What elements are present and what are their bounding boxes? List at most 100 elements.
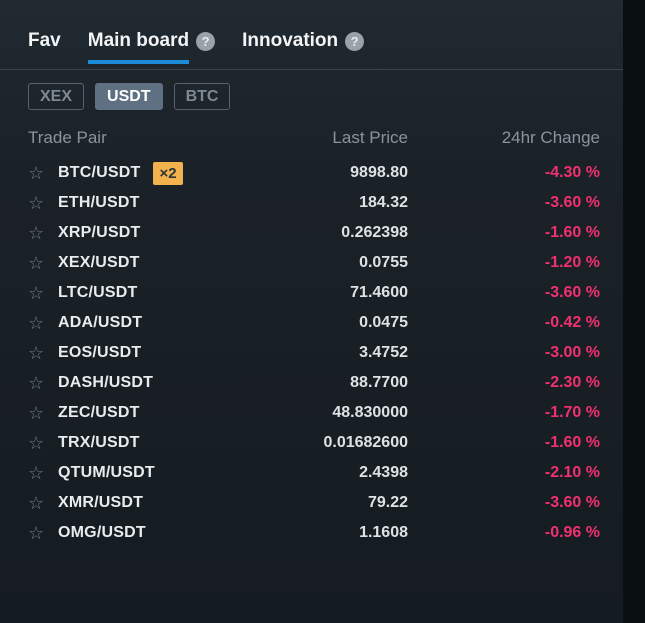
pair-name: TRX/USDT <box>58 434 140 451</box>
last-price-value: 0.01682600 <box>323 434 408 451</box>
pair-name: DASH/USDT <box>58 374 154 391</box>
help-icon[interactable]: ? <box>196 32 216 51</box>
pair-cell: XRP/USDT <box>58 224 258 242</box>
table-row-ltc-usdt[interactable]: ☆ LTC/USDT 71.4600 -3.60 % <box>0 278 623 308</box>
last-price-value: 0.262398 <box>341 224 408 241</box>
favorite-star-icon[interactable]: ☆ <box>28 403 45 423</box>
favorite-star-icon[interactable]: ☆ <box>28 283 45 303</box>
favorite-star-icon[interactable]: ☆ <box>28 373 45 393</box>
table-row-ada-usdt[interactable]: ☆ ADA/USDT 0.0475 -0.42 % <box>0 308 623 338</box>
market-panel: Fav Main board? Innovation? XEX USDT BTC Tra… <box>0 0 623 623</box>
pair-cell: DASH/USDT <box>58 374 258 392</box>
favorite-star-icon[interactable]: ☆ <box>28 223 45 243</box>
tab-bar: Fav Main board? Innovation? <box>0 0 623 70</box>
pair-name: EOS/USDT <box>58 344 142 361</box>
filter-button-xex[interactable]: XEX <box>28 83 85 110</box>
quote-currency-filter-bar: XEX USDT BTC <box>0 70 623 110</box>
table-row-xex-usdt[interactable]: ☆ XEX/USDT 0.0755 -1.20 % <box>0 248 623 278</box>
last-price-value: 79.22 <box>367 494 408 511</box>
favorite-star-icon[interactable]: ☆ <box>28 313 45 333</box>
pair-name: XEX/USDT <box>58 254 140 271</box>
tab-label: Fav <box>28 30 61 51</box>
last-price-value: 2.4398 <box>359 464 408 481</box>
filter-button-btc[interactable]: BTC <box>173 83 231 110</box>
tab-innovation[interactable]: Innovation? <box>242 29 365 64</box>
table-row-xmr-usdt[interactable]: ☆ XMR/USDT 79.22 -3.60 % <box>0 488 623 518</box>
last-price-value: 0.0755 <box>359 254 408 271</box>
outer-background <box>623 0 645 623</box>
table-row-btc-usdt[interactable]: ☆ BTC/USDT ×2 9898.80 -4.30 % <box>0 158 623 188</box>
last-price-value: 71.4600 <box>350 284 408 301</box>
column-header-last-price[interactable]: Last Price <box>332 128 408 147</box>
change-value: -0.96 % <box>544 524 600 541</box>
tab-main-board[interactable]: Main board? <box>87 29 216 64</box>
table-row-dash-usdt[interactable]: ☆ DASH/USDT 88.7700 -2.30 % <box>0 368 623 398</box>
table-row-omg-usdt[interactable]: ☆ OMG/USDT 1.1608 -0.96 % <box>0 518 623 548</box>
pair-cell: EOS/USDT <box>58 344 258 362</box>
pair-cell: ADA/USDT <box>58 314 258 332</box>
multiplier-badge: ×2 <box>153 161 183 185</box>
pair-name: ADA/USDT <box>58 314 143 331</box>
pair-name: LTC/USDT <box>58 284 138 301</box>
favorite-star-icon[interactable]: ☆ <box>28 253 45 273</box>
table-row-trx-usdt[interactable]: ☆ TRX/USDT 0.01682600 -1.60 % <box>0 428 623 458</box>
change-value: -3.00 % <box>544 344 600 361</box>
favorite-star-icon[interactable]: ☆ <box>28 523 45 543</box>
change-value: -4.30 % <box>544 164 600 181</box>
change-value: -2.10 % <box>544 464 600 481</box>
last-price-value: 9898.80 <box>350 164 408 181</box>
change-value: -0.42 % <box>544 314 600 331</box>
change-value: -3.60 % <box>544 194 600 211</box>
favorite-star-icon[interactable]: ☆ <box>28 163 45 183</box>
change-value: -1.20 % <box>544 254 600 271</box>
pair-cell: TRX/USDT <box>58 434 258 452</box>
change-value: -3.60 % <box>544 284 600 301</box>
last-price-value: 3.4752 <box>359 344 408 361</box>
pair-name: BTC/USDT <box>58 164 141 181</box>
pair-cell: OMG/USDT <box>58 524 258 542</box>
pair-cell: ETH/USDT <box>58 194 258 212</box>
pair-name: XRP/USDT <box>58 224 141 241</box>
table-row-zec-usdt[interactable]: ☆ ZEC/USDT 48.830000 -1.70 % <box>0 398 623 428</box>
last-price-value: 1.1608 <box>359 524 408 541</box>
favorite-star-icon[interactable]: ☆ <box>28 433 45 453</box>
tab-label: Main board <box>87 29 190 64</box>
pair-name: ETH/USDT <box>58 194 140 211</box>
table-row-eos-usdt[interactable]: ☆ EOS/USDT 3.4752 -3.00 % <box>0 338 623 368</box>
change-value: -3.60 % <box>544 494 600 511</box>
tab-fav[interactable]: Fav <box>28 29 61 64</box>
favorite-star-icon[interactable]: ☆ <box>28 193 45 213</box>
last-price-value: 48.830000 <box>332 404 408 421</box>
table-row-eth-usdt[interactable]: ☆ ETH/USDT 184.32 -3.60 % <box>0 188 623 218</box>
market-pairs-table: Trade Pair Last Price 24hr Change ☆ BTC/U… <box>0 122 623 548</box>
change-value: -2.30 % <box>544 374 600 391</box>
table-row-xrp-usdt[interactable]: ☆ XRP/USDT 0.262398 -1.60 % <box>0 218 623 248</box>
pair-cell: BTC/USDT ×2 <box>58 161 258 185</box>
pair-cell: QTUM/USDT <box>58 464 258 482</box>
pair-cell: ZEC/USDT <box>58 404 258 422</box>
column-header-trade-pair[interactable]: Trade Pair <box>28 128 107 147</box>
last-price-value: 0.0475 <box>359 314 408 331</box>
pair-cell: XEX/USDT <box>58 254 258 272</box>
pair-cell: XMR/USDT <box>58 494 258 512</box>
column-header-24hr-change[interactable]: 24hr Change <box>501 128 600 147</box>
pair-cell: LTC/USDT <box>58 284 258 302</box>
change-value: -1.60 % <box>544 224 600 241</box>
table-row-qtum-usdt[interactable]: ☆ QTUM/USDT 2.4398 -2.10 % <box>0 458 623 488</box>
help-icon[interactable]: ? <box>345 32 365 51</box>
pair-name: ZEC/USDT <box>58 404 140 421</box>
last-price-value: 184.32 <box>359 194 408 211</box>
filter-button-usdt[interactable]: USDT <box>95 83 163 110</box>
tab-label: Innovation <box>242 30 339 51</box>
favorite-star-icon[interactable]: ☆ <box>28 463 45 483</box>
pair-name: QTUM/USDT <box>58 464 155 481</box>
table-header-row: Trade Pair Last Price 24hr Change <box>0 122 623 154</box>
favorite-star-icon[interactable]: ☆ <box>28 343 45 363</box>
last-price-value: 88.7700 <box>350 374 408 391</box>
favorite-star-icon[interactable]: ☆ <box>28 493 45 513</box>
table-body: ☆ BTC/USDT ×2 9898.80 -4.30 % ☆ ETH/USDT 184.32… <box>0 158 623 548</box>
pair-name: OMG/USDT <box>58 524 146 541</box>
change-value: -1.70 % <box>544 404 600 421</box>
pair-name: XMR/USDT <box>58 494 144 511</box>
